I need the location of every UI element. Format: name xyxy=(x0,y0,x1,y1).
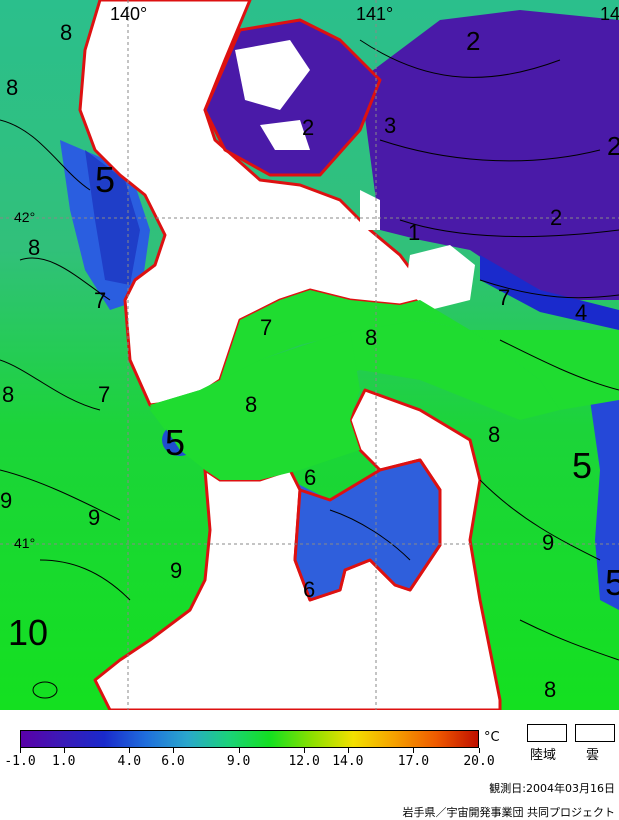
contour-label: 9 xyxy=(0,488,12,513)
latitude-label-41: 41° xyxy=(14,535,35,551)
contour-label: 2 xyxy=(607,131,619,161)
land-swatch xyxy=(527,724,567,742)
longitude-label-140: 140° xyxy=(110,4,147,24)
west-coastal-cold-water-core xyxy=(85,150,140,285)
colorbar-tick xyxy=(304,748,306,753)
colorbar-tick-label: 20.0 xyxy=(463,754,495,769)
contour-label: 5 xyxy=(95,159,115,200)
contour-label: 4 xyxy=(575,300,587,325)
colorbar-tick xyxy=(479,748,480,753)
colorbar-tick-label: 4.0 xyxy=(117,754,142,769)
contour-label: 8 xyxy=(2,382,14,407)
colorbar-tick xyxy=(63,748,65,753)
contour-label: 9 xyxy=(88,505,100,530)
colorbar-tick xyxy=(129,748,131,753)
sst-map: 140° 141° 142° 42° 41° 8 8 5 8 7 7 7 8 8… xyxy=(0,0,619,710)
contour-lines xyxy=(0,39,619,699)
contour-label: 7 xyxy=(94,288,106,313)
contour-label: 3 xyxy=(384,113,396,138)
graticule xyxy=(0,0,619,710)
contour-label: 8 xyxy=(365,325,377,350)
cloud-patch-east xyxy=(405,245,475,310)
pacific-cold-water xyxy=(360,10,619,300)
bay-cloud-patch xyxy=(235,40,310,110)
colorbar-tick-label: 6.0 xyxy=(161,754,185,769)
east-coastal-cold-water xyxy=(590,390,619,610)
pacific-cold-water-edge xyxy=(480,255,619,330)
longitude-label-142: 142° xyxy=(600,4,619,24)
contour-label: 2 xyxy=(550,205,562,230)
contour-label: 8 xyxy=(28,235,40,260)
colorbar-tick xyxy=(238,748,240,753)
contour-label: 9 xyxy=(542,530,554,555)
colorbar-tick xyxy=(347,748,349,753)
strait-south-fill xyxy=(150,330,360,480)
contour-label: 6 xyxy=(304,465,316,490)
contour-label: 8 xyxy=(6,75,18,100)
contour-label: 8 xyxy=(60,20,72,45)
contour-label: 7 xyxy=(260,315,272,340)
temperature-unit: °C xyxy=(484,730,500,745)
colorbar-tick-label: 9.0 xyxy=(226,754,251,769)
contour-label: 2 xyxy=(466,26,480,56)
contour-label: 10 xyxy=(8,612,48,653)
colorbar-tick xyxy=(20,748,21,753)
credit: 岩手県／宇宙開発事業団 共同プロジェクト xyxy=(402,806,616,819)
contour-label: 8 xyxy=(488,422,500,447)
longitude-label-141: 141° xyxy=(356,4,393,24)
contour-label: 2 xyxy=(302,115,314,140)
observation-date: 観測日:2004年03月16日 xyxy=(489,782,615,795)
contour-label: 7 xyxy=(498,285,510,310)
colorbar-tick-label: 14.0 xyxy=(332,754,364,769)
contour-label: 8 xyxy=(544,677,556,702)
land-label: 陸域 xyxy=(530,748,557,763)
cloud-label: 雲 xyxy=(586,748,600,763)
contour-label: 5 xyxy=(165,422,185,463)
colorbar-tick-label: 1.0 xyxy=(51,754,76,769)
bay-cloud-patch-2 xyxy=(260,120,310,150)
tsugaru-strait-fill xyxy=(150,290,619,410)
contour-label: 7 xyxy=(98,382,110,407)
legend: -1.0 1.0 4.0 6.0 9.0 12.0 14.0 17.0 20.0 °C 陸域 雲… xyxy=(0,710,619,820)
contour-label: 9 xyxy=(170,558,182,583)
contour-label: 8 xyxy=(245,392,257,417)
cloud-patch-east-2 xyxy=(360,190,380,230)
colorbar-tick xyxy=(413,748,415,753)
colorbar-tick-label: 17.0 xyxy=(397,754,430,769)
latitude-label-42: 42° xyxy=(14,209,35,225)
contour-label: 1 xyxy=(408,220,420,245)
contour-label: 5 xyxy=(605,562,619,603)
colorbar-tick xyxy=(173,748,174,753)
contour-label: 6 xyxy=(303,577,315,602)
cloud-swatch xyxy=(575,724,615,742)
contour-label: 5 xyxy=(572,445,592,486)
mutsu-bay-water-fill xyxy=(293,458,442,602)
colorbar-tick-label: 12.0 xyxy=(288,754,320,769)
colorbar-tick-label: -1.0 xyxy=(4,754,36,769)
temperature-colorbar xyxy=(20,730,479,748)
